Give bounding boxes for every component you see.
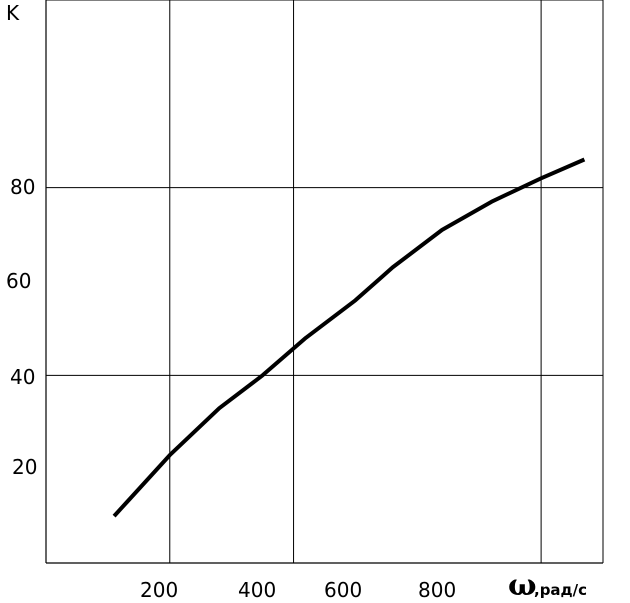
grid	[46, 0, 604, 563]
x-axis-label-symbol: ω	[508, 568, 537, 603]
y-tick-60: 60	[6, 269, 31, 293]
y-axis-label: K	[6, 1, 20, 25]
series-layer	[112, 157, 586, 518]
x-tick-200: 200	[140, 578, 178, 602]
x-tick-800: 800	[418, 578, 456, 602]
y-tick-20: 20	[12, 455, 37, 479]
x-axis-label-unit: ,рад/с	[534, 581, 587, 599]
x-tick-600: 600	[324, 578, 362, 602]
series-line-0	[112, 157, 586, 518]
x-tick-400: 400	[238, 578, 276, 602]
y-tick-80: 80	[10, 175, 35, 199]
plot-frame	[45, 0, 603, 564]
y-tick-40: 40	[10, 365, 35, 389]
